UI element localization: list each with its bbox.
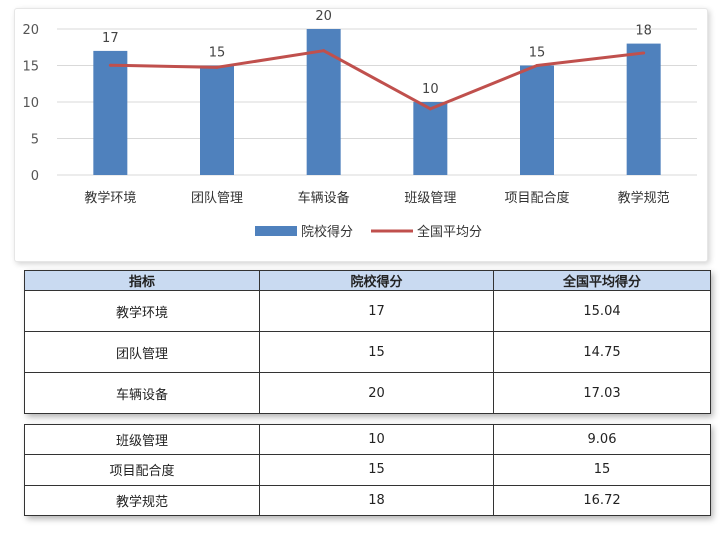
average-point — [642, 51, 646, 55]
average-point — [215, 65, 219, 69]
legend-label: 院校得分 — [301, 224, 353, 240]
cell-indicator: 车辆设备 — [24, 372, 260, 414]
bar-value-label: 17 — [102, 31, 119, 46]
bar-value-label: 20 — [315, 9, 332, 24]
chart-card: 0 5 10 15 20 17 15 20 10 15 18 教学环境 团队管理 车辆设备 班级管理 项目配合… — [14, 8, 708, 262]
average-point — [322, 49, 326, 53]
header-indicator: 指标 — [24, 270, 260, 291]
y-tick-label: 15 — [22, 60, 39, 75]
x-tick-label: 班级管理 — [404, 191, 456, 206]
cell-school-score: 20 — [259, 372, 494, 414]
y-tick-label: 0 — [31, 169, 39, 184]
average-point — [535, 64, 539, 67]
score-table-top: 指标 院校得分 全国平均得分 教学环境 17 15.04 团队管理 15 14.… — [24, 270, 711, 414]
header-school-score: 院校得分 — [259, 270, 494, 291]
table-row: 班级管理 10 9.06 — [24, 423, 711, 456]
y-tick-label: 5 — [31, 133, 39, 148]
bar-value-label: 15 — [209, 46, 226, 61]
bar — [200, 65, 234, 175]
cell-indicator: 班级管理 — [24, 423, 260, 456]
bar-value-label: 15 — [529, 46, 546, 61]
table-row: 教学环境 17 15.04 — [24, 290, 711, 332]
cell-school-score: 17 — [259, 290, 494, 332]
cell-national-average: 15.04 — [493, 290, 711, 332]
cell-indicator: 教学环境 — [24, 290, 260, 332]
table-header-row: 指标 院校得分 全国平均得分 — [24, 270, 711, 291]
table-row: 团队管理 15 14.75 — [24, 331, 711, 373]
cell-school-score: 10 — [259, 423, 494, 456]
cell-indicator: 项目配合度 — [24, 454, 260, 486]
y-tick-label: 20 — [22, 23, 39, 38]
cell-national-average: 15 — [493, 454, 711, 486]
cell-national-average: 17.03 — [493, 372, 711, 414]
y-tick-label: 10 — [22, 96, 39, 111]
cell-national-average: 14.75 — [493, 331, 711, 373]
bar-value-label: 18 — [635, 24, 652, 39]
bar — [520, 65, 554, 175]
cell-national-average: 9.06 — [493, 423, 711, 456]
cell-national-average: 16.72 — [493, 484, 711, 517]
table-row: 项目配合度 15 15 — [24, 454, 711, 486]
combo-chart: 0 5 10 15 20 17 15 20 10 15 18 教学环境 团队管理 车辆设备 班级管理 项目配合… — [22, 9, 697, 240]
x-tick-label: 教学规范 — [618, 190, 670, 206]
x-tick-label: 项目配合度 — [504, 190, 569, 206]
bar-value-label: 10 — [422, 82, 439, 97]
x-tick-label: 车辆设备 — [298, 190, 350, 206]
average-point — [108, 63, 112, 67]
average-line — [110, 49, 644, 111]
average-point — [428, 107, 432, 111]
x-tick-label: 教学环境 — [84, 190, 136, 206]
cell-school-score: 15 — [259, 331, 494, 373]
cell-indicator: 团队管理 — [24, 331, 260, 373]
cell-school-score: 18 — [259, 484, 494, 517]
table-row: 教学规范 18 16.72 — [24, 484, 711, 517]
cell-school-score: 15 — [259, 454, 494, 486]
x-tick-label: 团队管理 — [191, 191, 243, 206]
cell-indicator: 教学规范 — [24, 484, 260, 517]
legend-label: 全国平均分 — [417, 224, 482, 240]
header-national-average: 全国平均得分 — [493, 270, 711, 291]
score-table-bottom: 班级管理 10 9.06 项目配合度 15 15 教学规范 18 16.72 — [24, 423, 711, 517]
legend-swatch-bar — [255, 226, 297, 236]
bar — [93, 50, 128, 175]
table-row: 车辆设备 20 17.03 — [24, 372, 711, 414]
bar — [413, 102, 448, 175]
bar — [626, 43, 661, 175]
